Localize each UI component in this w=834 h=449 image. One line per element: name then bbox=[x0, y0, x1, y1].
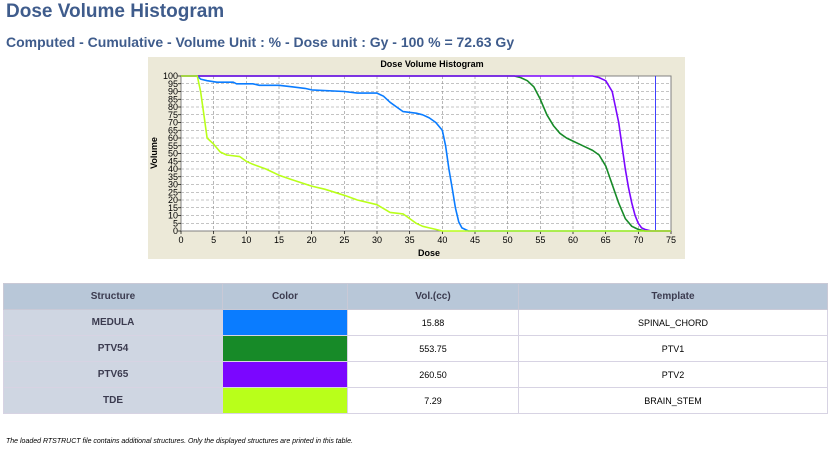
y-tick-label: 90 bbox=[168, 87, 178, 97]
y-tick-label: 70 bbox=[168, 118, 178, 128]
series-lines bbox=[181, 75, 671, 232]
y-tick-label: 50 bbox=[168, 149, 178, 159]
x-tick-label: 55 bbox=[535, 235, 545, 245]
series-line-ptv65 bbox=[181, 75, 671, 232]
y-tick-label: 75 bbox=[168, 110, 178, 120]
template-name: PTV1 bbox=[518, 335, 828, 362]
page-title: Dose Volume Histogram bbox=[6, 1, 225, 22]
y-tick-label: 95 bbox=[168, 79, 178, 89]
dvh-chart-panel: Dose Volume Histogram 0 5 10 15 20 25 30 35 40 45… bbox=[148, 57, 685, 259]
series-line-tde bbox=[181, 75, 671, 232]
table-row: TDE 7.29 BRAIN_STEM bbox=[3, 387, 828, 414]
x-tick-label: 20 bbox=[307, 235, 317, 245]
template-name: SPINAL_CHORD bbox=[518, 309, 828, 336]
chart-title: Dose Volume Histogram bbox=[380, 59, 483, 69]
y-tick-label: 35 bbox=[168, 172, 178, 182]
y-axis-label: Volume bbox=[149, 137, 159, 169]
y-tick-label: 30 bbox=[168, 180, 178, 190]
x-tick-labels: 0 5 10 15 20 25 30 35 40 45 50 55 60 65 70 75 bbox=[178, 235, 676, 245]
y-tick-label: 40 bbox=[168, 164, 178, 174]
col-header-structure: Structure bbox=[3, 283, 223, 310]
structure-name: TDE bbox=[3, 387, 223, 414]
x-tick-label: 0 bbox=[178, 235, 183, 245]
y-tick-label: 10 bbox=[168, 211, 178, 221]
y-tick-label: 0 bbox=[173, 226, 178, 236]
y-tick-label: 60 bbox=[168, 133, 178, 143]
y-tick-label: 25 bbox=[168, 187, 178, 197]
structure-name: MEDULA bbox=[3, 309, 223, 336]
col-header-volume: Vol.(cc) bbox=[347, 283, 519, 310]
y-tick-label: 100 bbox=[163, 71, 178, 81]
template-name: PTV2 bbox=[518, 361, 828, 388]
color-swatch bbox=[222, 309, 348, 336]
table-header-row: Structure Color Vol.(cc) Template bbox=[3, 283, 828, 310]
y-tick-label: 65 bbox=[168, 125, 178, 135]
table-row: PTV54 553.75 PTV1 bbox=[3, 335, 828, 362]
x-tick-label: 25 bbox=[339, 235, 349, 245]
volume-value: 260.50 bbox=[347, 361, 519, 388]
x-axis-label: Dose bbox=[418, 248, 440, 258]
dvh-chart: Dose Volume Histogram 051015202530354045… bbox=[149, 59, 676, 258]
y-tick-label: 15 bbox=[168, 203, 178, 213]
grid-lines bbox=[178, 75, 672, 234]
x-tick-label: 15 bbox=[274, 235, 284, 245]
table-row: MEDULA 15.88 SPINAL_CHORD bbox=[3, 309, 828, 336]
col-header-color: Color bbox=[222, 283, 348, 310]
volume-value: 7.29 bbox=[347, 387, 519, 414]
template-name: BRAIN_STEM bbox=[518, 387, 828, 414]
color-swatch bbox=[222, 387, 348, 414]
color-swatch bbox=[222, 361, 348, 388]
x-tick-label: 5 bbox=[211, 235, 216, 245]
y-tick-labels: 0510152025303540455055606570758085909510… bbox=[163, 71, 178, 236]
x-tick-label: 65 bbox=[601, 235, 611, 245]
y-tick-label: 5 bbox=[173, 218, 178, 228]
volume-value: 15.88 bbox=[347, 309, 519, 336]
y-tick-label: 55 bbox=[168, 141, 178, 151]
series-line-medula bbox=[181, 75, 671, 232]
structure-table: Structure Color Vol.(cc) Template MEDULA… bbox=[3, 283, 828, 414]
x-tick-label: 75 bbox=[666, 235, 676, 245]
color-swatch bbox=[222, 335, 348, 362]
structure-name: PTV54 bbox=[3, 335, 223, 362]
series-line-ptv54 bbox=[181, 75, 671, 232]
structure-name: PTV65 bbox=[3, 361, 223, 388]
x-tick-label: 30 bbox=[372, 235, 382, 245]
x-tick-label: 70 bbox=[633, 235, 643, 245]
x-tick-label: 45 bbox=[470, 235, 480, 245]
y-tick-label: 45 bbox=[168, 156, 178, 166]
y-tick-label: 20 bbox=[168, 195, 178, 205]
x-tick-label: 35 bbox=[405, 235, 415, 245]
y-tick-label: 85 bbox=[168, 94, 178, 104]
col-header-template: Template bbox=[518, 283, 828, 310]
x-tick-label: 40 bbox=[437, 235, 447, 245]
footnote: The loaded RTSTRUCT file contains additi… bbox=[6, 438, 353, 445]
table-row: PTV65 260.50 PTV2 bbox=[3, 361, 828, 388]
x-tick-label: 60 bbox=[568, 235, 578, 245]
x-tick-label: 10 bbox=[241, 235, 251, 245]
volume-value: 553.75 bbox=[347, 335, 519, 362]
x-tick-label: 50 bbox=[503, 235, 513, 245]
page-subtitle: Computed - Cumulative - Volume Unit : % … bbox=[6, 34, 515, 50]
y-tick-label: 80 bbox=[168, 102, 178, 112]
